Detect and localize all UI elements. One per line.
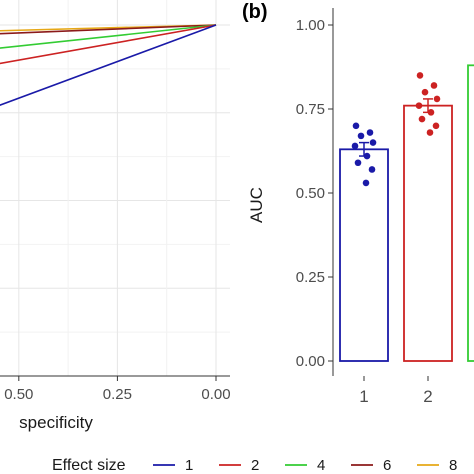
auc-point <box>354 159 362 167</box>
auc-point <box>415 102 423 109</box>
auc-point <box>416 72 424 79</box>
roc-curve-effect-1 <box>0 24 217 107</box>
auc-point <box>421 88 429 96</box>
roc-panel: 0.50 0.25 0.00 specificity <box>0 0 231 432</box>
auc-y-ticks: 0.00 0.25 0.50 0.75 1.00 <box>296 17 333 370</box>
roc-curves <box>0 24 217 107</box>
roc-plot-background <box>0 0 230 376</box>
auc-bar-2 <box>403 104 453 362</box>
auc-point <box>363 152 371 160</box>
auc-bar-4 <box>467 64 474 362</box>
auc-point <box>427 109 435 116</box>
auc-point <box>426 129 434 136</box>
auc-points <box>351 72 441 187</box>
auc-y-tick-label: 0.25 <box>296 269 325 286</box>
roc-curve-effect-6 <box>0 24 217 35</box>
roc-curve-effect-4 <box>0 24 217 49</box>
auc-y-axis-title: AUC <box>247 187 266 223</box>
roc-gridlines <box>0 0 230 377</box>
auc-y-tick-label: 1.00 <box>296 17 325 34</box>
auc-point <box>368 166 376 173</box>
auc-x-tick-label: 2 <box>423 387 432 406</box>
legend-label-1: 1 <box>185 457 193 474</box>
auc-point <box>430 82 438 89</box>
legend: Effect size 1 2 4 6 8 <box>52 457 457 474</box>
roc-x-tick-label: 0.50 <box>4 386 33 403</box>
auc-y-tick-label: 0.75 <box>296 101 325 118</box>
auc-y-tick-label: 0.50 <box>296 185 325 202</box>
legend-label-6: 6 <box>383 457 391 474</box>
legend-title: Effect size <box>52 457 126 474</box>
auc-point <box>351 142 359 150</box>
auc-point <box>357 132 365 140</box>
legend-entries: 1 2 4 6 8 <box>153 457 457 474</box>
auc-y-tick-label: 0.00 <box>296 353 325 370</box>
roc-x-tick-label: 0.25 <box>103 386 132 403</box>
auc-point <box>432 122 440 130</box>
roc-x-ticks: 0.50 0.25 0.00 <box>4 376 231 403</box>
legend-label-4: 4 <box>317 457 325 474</box>
auc-point <box>418 115 426 123</box>
panel-label-b: (b) <box>242 1 268 23</box>
roc-curve-effect-8 <box>0 24 217 32</box>
roc-curve-effect-2 <box>0 24 217 65</box>
legend-label-8: 8 <box>449 457 457 474</box>
roc-x-axis-title: specificity <box>19 413 93 432</box>
auc-bars <box>339 64 474 362</box>
auc-x-tick-label: 1 <box>359 387 368 406</box>
roc-x-tick-label: 0.00 <box>201 386 230 403</box>
auc-point <box>369 139 377 146</box>
auc-point <box>352 122 360 130</box>
auc-point <box>362 179 370 187</box>
auc-point <box>433 95 441 103</box>
legend-label-2: 2 <box>251 457 259 474</box>
auc-point <box>366 129 374 136</box>
